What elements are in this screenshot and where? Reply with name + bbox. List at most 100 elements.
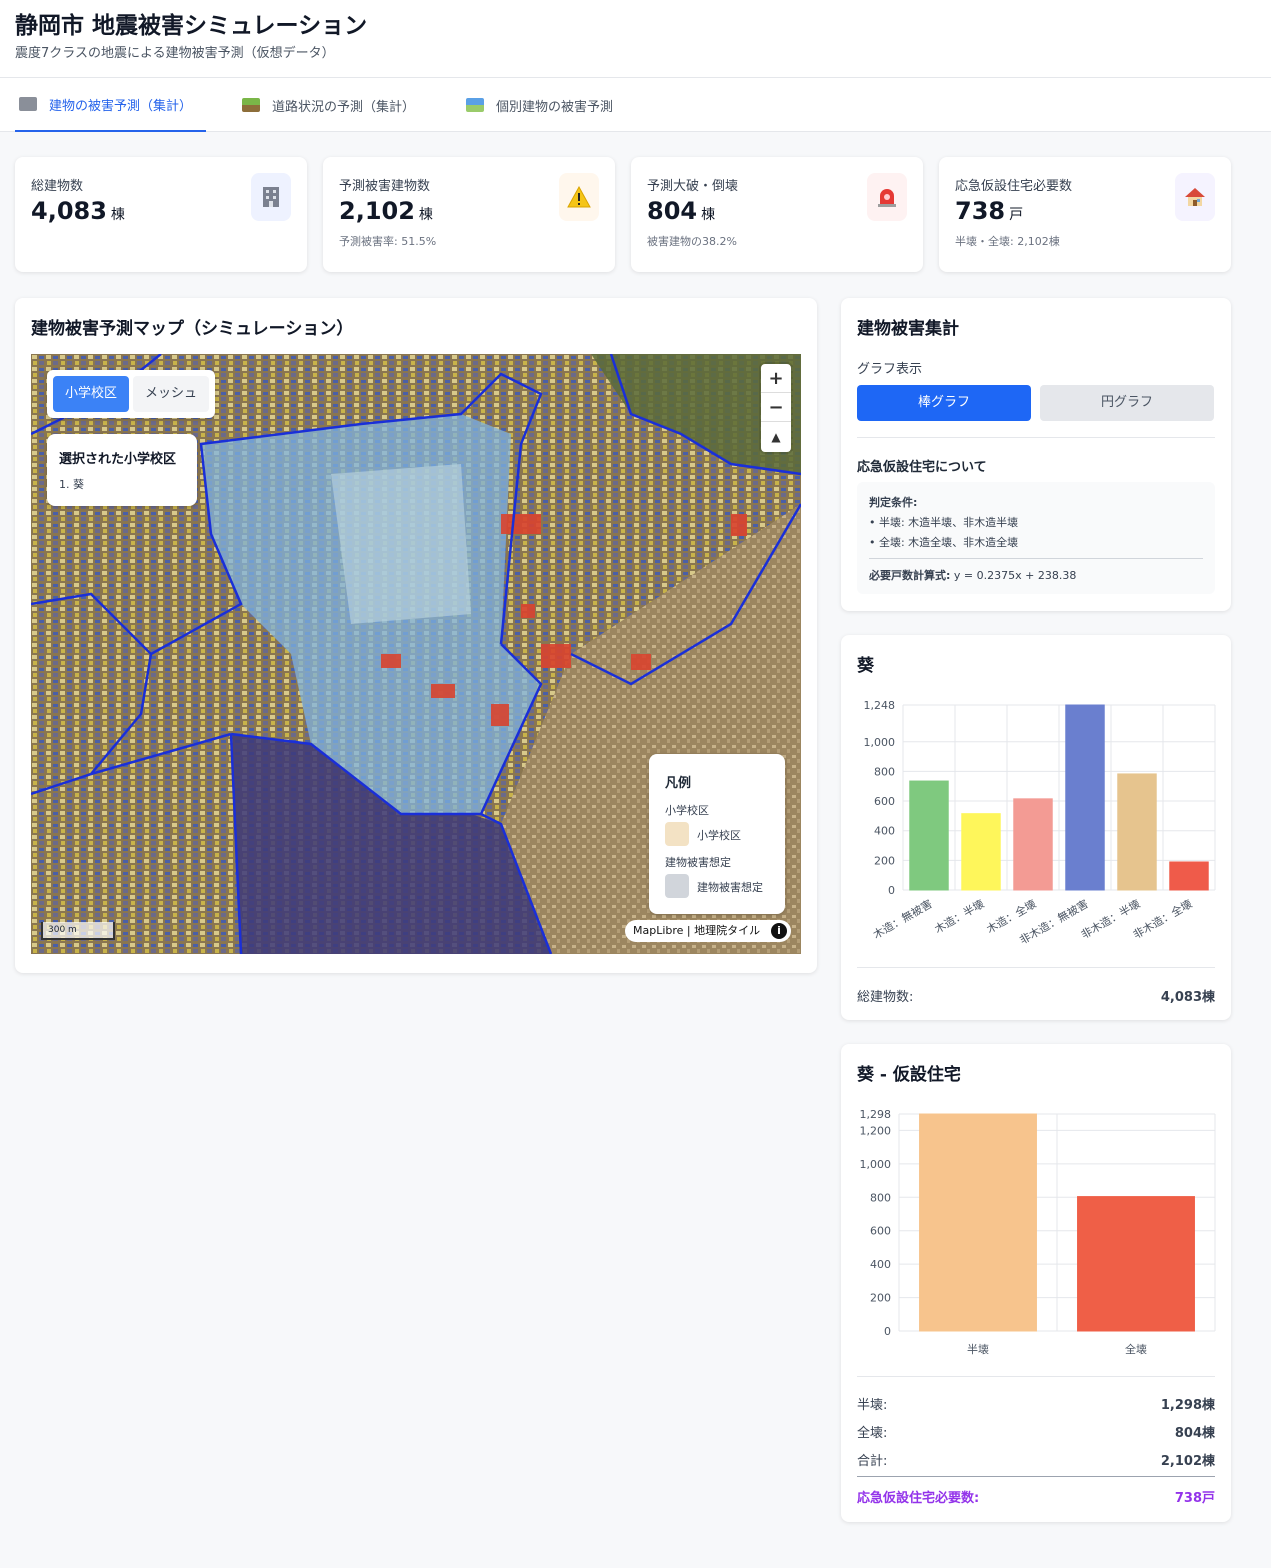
legend-item-label: 建物被害想定 [697,881,763,894]
selected-district-value: 1. 葵 [59,478,84,491]
damage-chart-title: 葵 [857,656,874,676]
selected-district-panel: 選択された小学校区 1. 葵 [47,434,197,506]
stat-card-collapse: 予測大破・倒壊 804 棟 被害建物の38.2% [631,157,923,272]
y-tick-label: 1,248 [864,699,896,712]
stat-sub: 予測被害率: 51.5% [339,235,437,248]
criteria-item: • 全壊: 木造全壊、非木造全壊 [869,536,1019,549]
map-legend: 凡例 小学校区 小学校区 建物被害想定 建物被害想定 [649,754,785,914]
divider [857,1476,1215,1477]
y-tick-label: 800 [870,1191,891,1204]
y-tick-label: 1,298 [860,1108,892,1121]
bar [909,780,949,891]
full-collapse-label: 全壊: [857,1426,888,1441]
selected-district-title: 選択された小学校区 [59,452,177,467]
compass-icon[interactable]: ▲ [771,429,781,444]
stat-label: 予測大破・倒壊 [647,179,739,194]
damage-map[interactable]: 小学校区 メッシュ 選択された小学校区 1. 葵 + − ▲ 凡例 小学校区 小… [31,354,801,954]
y-tick-label: 0 [888,884,895,897]
full-collapse-value: 804棟 [1174,1426,1215,1441]
criteria-title: 判定条件: [869,496,918,509]
page-title: 静岡市 地震被害シミュレーション [15,13,368,39]
y-tick-label: 400 [874,825,895,838]
temp-housing-need-value: 738戸 [1174,1491,1215,1506]
x-tick-label: 半壊 [967,1342,989,1356]
map-mode-toggle: 小学校区 メッシュ [47,370,216,418]
graph-type-label: グラフ表示 [857,362,923,377]
map-card: 建物被害予測マップ（シミュレーション） [15,298,817,973]
sum-value: 2,102棟 [1160,1454,1215,1469]
bar [1065,704,1105,891]
bar-chart-button[interactable]: 棒グラフ [857,385,1031,421]
temp-housing-about-title: 応急仮設住宅について [857,460,987,475]
warning-icon [559,173,599,221]
house-icon [1175,173,1215,221]
divider [857,437,1215,438]
bar [1117,773,1157,891]
y-tick-label: 400 [870,1258,891,1271]
y-tick-label: 1,000 [864,736,896,749]
x-tick-label: 全壊 [1125,1342,1147,1356]
summary-card: 建物被害集計 グラフ表示 棒グラフ 円グラフ 応急仮設住宅について 判定条件: … [841,298,1231,611]
stat-sub: 被害建物の38.2% [647,235,737,248]
map-attribution[interactable]: MapLibre | 地理院タイル i [625,920,791,942]
bar [1169,861,1209,891]
tab-label: 建物の被害予測（集計） [49,98,193,114]
damage-chart-card: 葵 0 200 400 600 800 1,000 1,248 木造：無被害 木造：半壊 木造：全… [841,635,1231,1020]
info-icon[interactable]: i [771,923,787,939]
stat-card-damaged: 予測被害建物数 2,102 棟 予測被害率: 51.5% [323,157,615,272]
x-tick-label: 非木造：全壊 [1130,896,1194,941]
temp-housing-card: 葵 - 仮設住宅 0 200 400 600 800 1,000 1,200 1,298 半壊全… [841,1044,1231,1522]
stat-value: 2,102 棟 [339,197,433,225]
map-icon [466,98,484,112]
stat-sub: 半壊・全壊: 2,102棟 [955,235,1060,248]
divider [857,1376,1215,1377]
tab-individual-buildings[interactable]: 個別建物の被害予測 [462,78,662,132]
tab-building-damage[interactable]: 建物の被害予測（集計） [15,78,206,132]
temp-housing-need-label: 応急仮設住宅必要数: [857,1491,980,1506]
divider [857,967,1215,968]
pie-chart-button[interactable]: 円グラフ [1040,385,1214,421]
temp-housing-bar-chart: 0 200 400 600 800 1,000 1,200 1,298 半壊 全壊 [860,1108,1216,1356]
y-tick-label: 1,200 [860,1124,892,1137]
stat-value: 804 棟 [647,197,716,225]
formula-text: 必要戸数計算式: y = 0.2375x + 238.38 [869,569,1077,582]
tab-label: 個別建物の被害予測 [496,99,614,115]
page-header: 静岡市 地震被害シミュレーション 震度7クラスの地震による建物被害予測（仮想デー… [0,0,1271,78]
tab-bar: 建物の被害予測（集計） 道路状況の予測（集計） 個別建物の被害予測 [0,78,1271,132]
y-tick-label: 200 [874,854,895,867]
map-canvas [31,354,801,954]
building-icon [19,97,37,111]
divider [869,558,1203,559]
stat-label: 総建物数 [31,179,84,194]
mesh-button[interactable]: メッシュ [133,376,210,412]
y-tick-label: 800 [874,765,895,778]
y-tick-label: 600 [874,795,895,808]
y-tick-label: 200 [870,1292,891,1305]
legend-swatch [665,822,689,846]
legend-swatch [665,874,689,898]
bar [1077,1196,1195,1332]
stat-card-total: 総建物数 4,083 棟 [15,157,307,272]
bar [919,1113,1037,1332]
legend-section-label: 小学校区 [665,804,709,817]
school-district-button[interactable]: 小学校区 [53,376,130,412]
tab-road-status[interactable]: 道路状況の予測（集計） [238,78,438,132]
siren-icon [867,173,907,221]
zoom-out-button[interactable]: − [761,393,791,422]
page-subtitle: 震度7クラスの地震による建物被害予測（仮想データ） [15,46,335,61]
legend-section-label: 建物被害想定 [665,856,731,869]
stat-label: 応急仮設住宅必要数 [955,179,1073,194]
damage-bar-chart: 02004006008001,0001,248木造：無被害木造：半壊木造：全壊非… [864,699,1216,947]
total-buildings-label: 総建物数: [857,990,914,1005]
zoom-in-button[interactable]: + [761,364,791,393]
building-icon [251,173,291,221]
legend-title: 凡例 [665,776,692,791]
y-tick-label: 0 [884,1325,891,1338]
stat-card-temp-housing: 応急仮設住宅必要数 738 戸 半壊・全壊: 2,102棟 [939,157,1231,272]
map-scale-bar: 300 m [41,922,115,940]
total-buildings-value: 4,083棟 [1160,990,1215,1005]
x-tick-label: 木造：半壊 [932,896,987,936]
bar [961,813,1001,891]
half-collapse-value: 1,298棟 [1160,1398,1215,1413]
x-tick-label: 木造：無被害 [870,896,934,941]
